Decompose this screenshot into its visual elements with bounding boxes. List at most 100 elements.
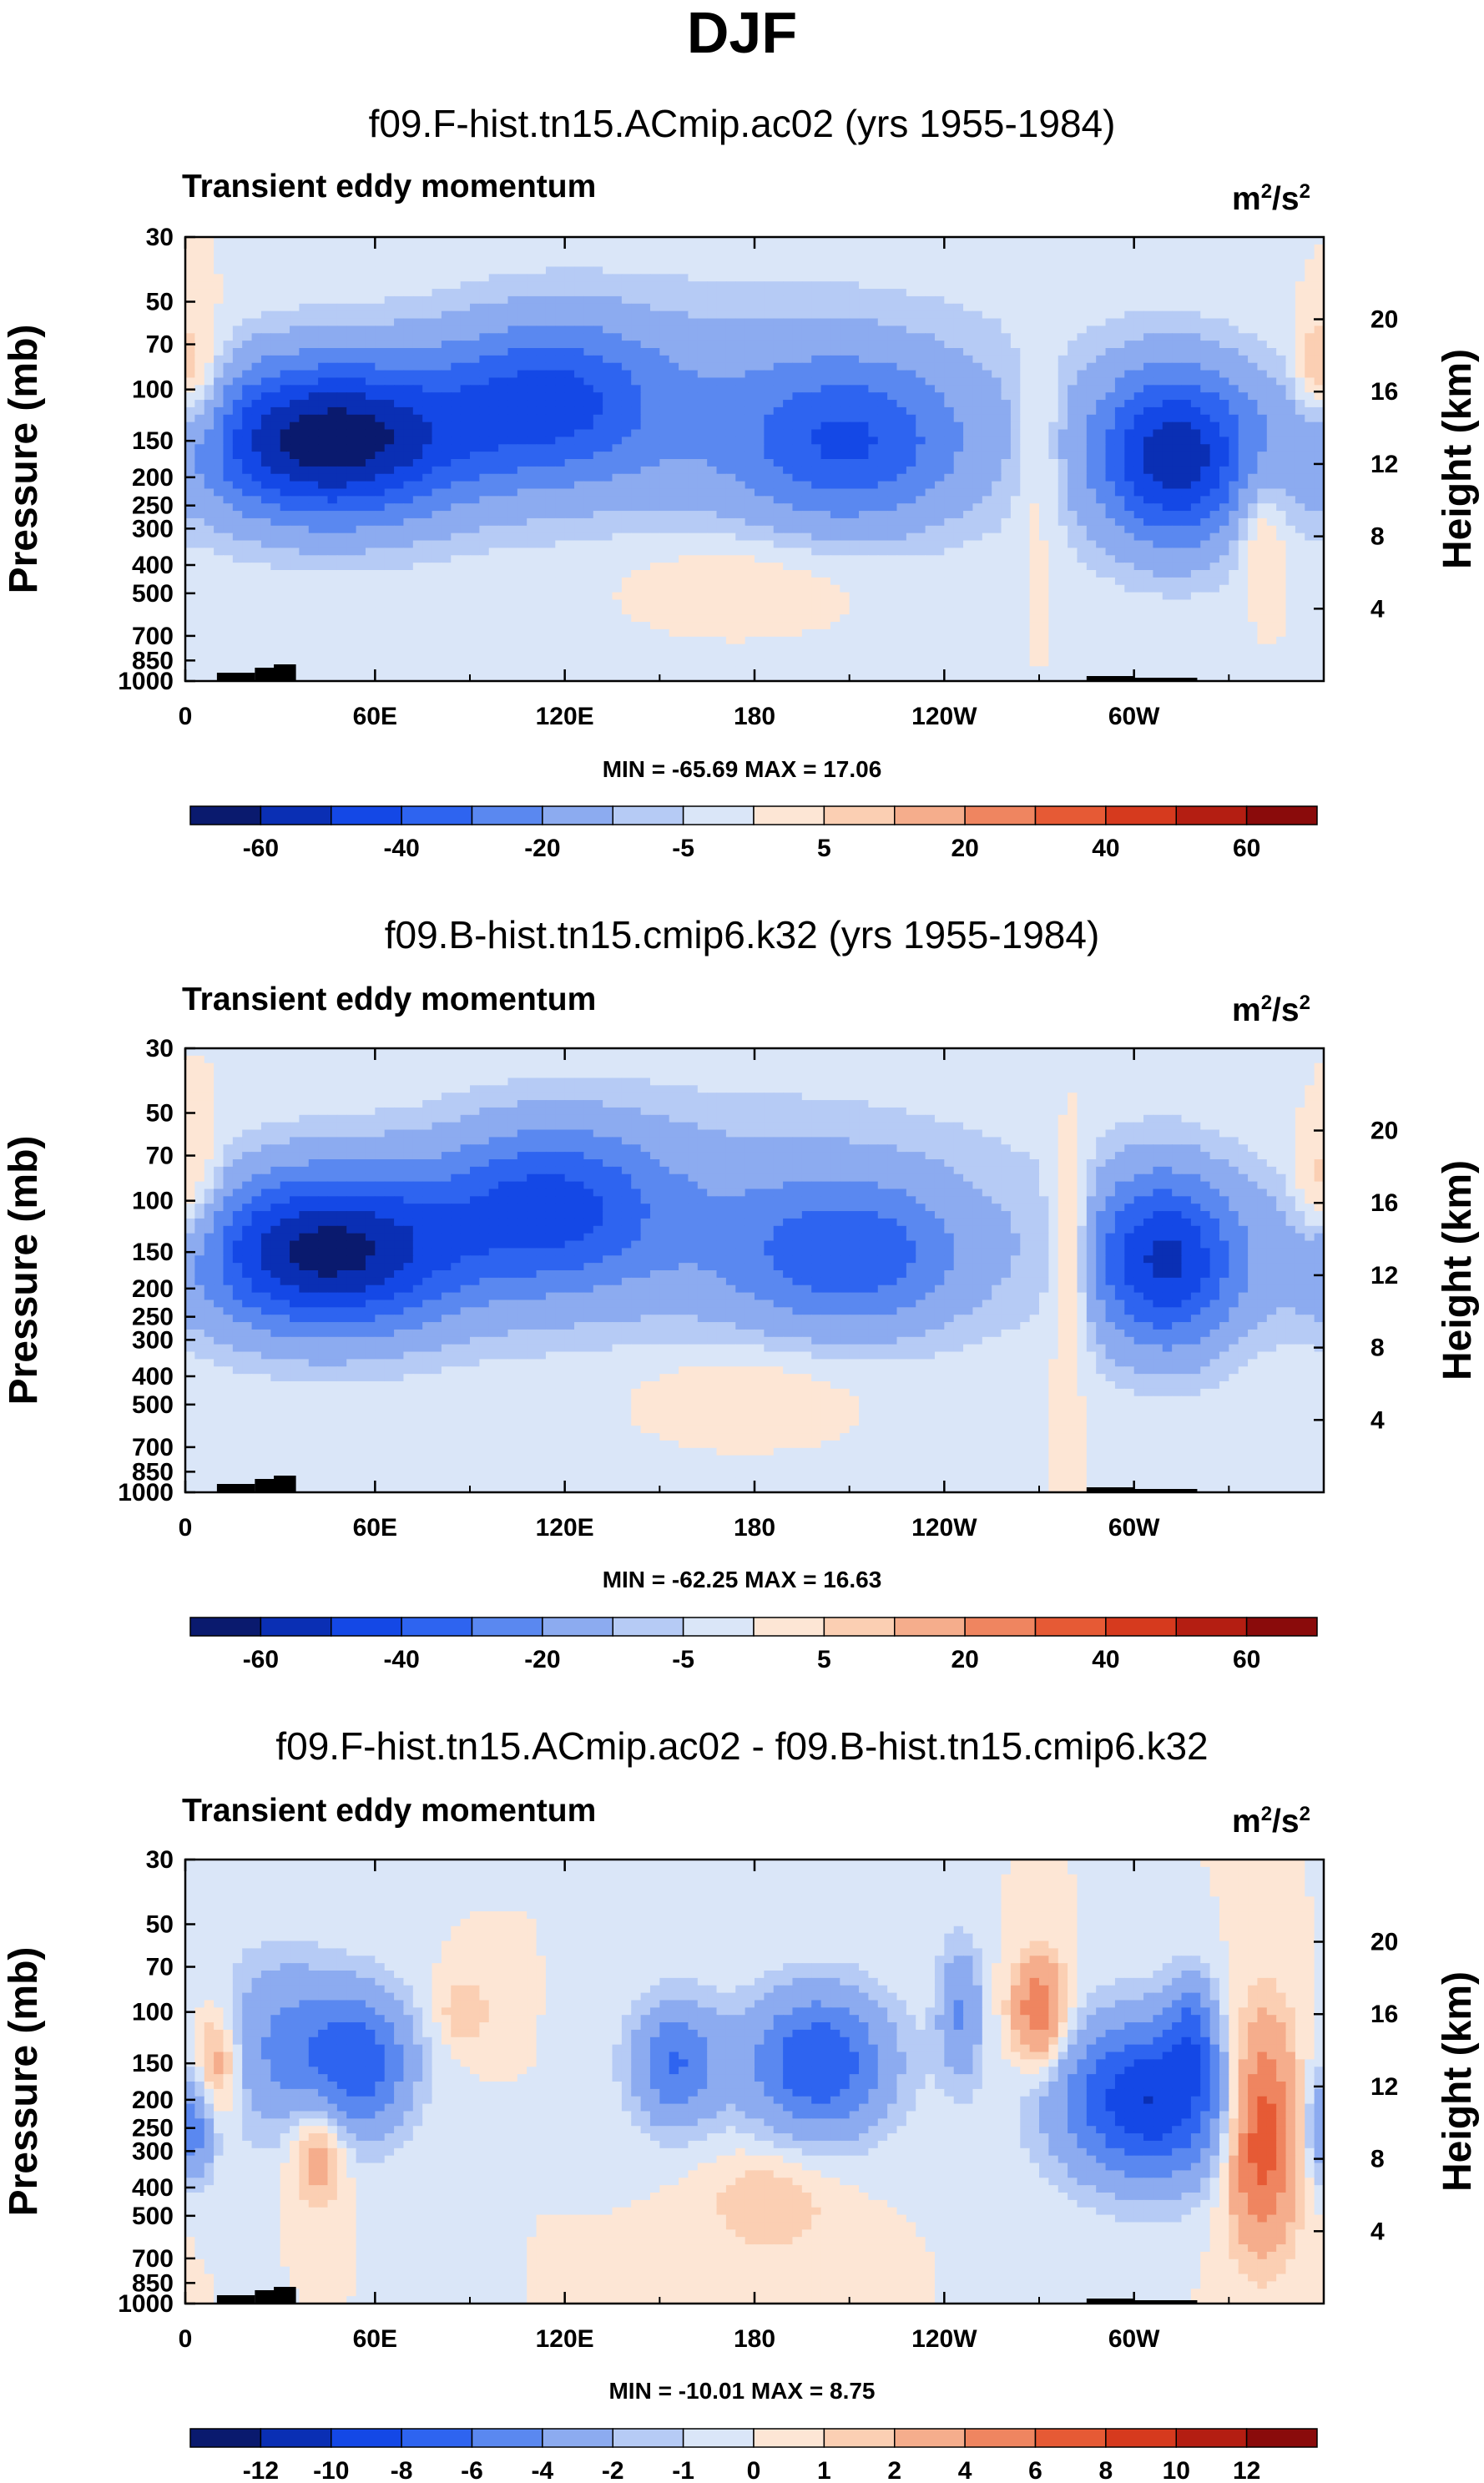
field-cell bbox=[1068, 526, 1078, 533]
field-cell bbox=[489, 363, 499, 371]
field-cell bbox=[1096, 377, 1106, 385]
field-cell bbox=[1077, 385, 1087, 392]
field-cell bbox=[242, 474, 252, 482]
field-cell bbox=[346, 289, 356, 296]
field-cell bbox=[1163, 311, 1173, 319]
field-cell bbox=[622, 274, 632, 281]
field-cell bbox=[631, 371, 641, 378]
field-cell bbox=[565, 371, 575, 378]
field-cell bbox=[537, 304, 547, 311]
field-cell bbox=[1153, 415, 1163, 422]
field-cell bbox=[318, 526, 328, 533]
field-cell bbox=[394, 341, 404, 348]
field-cell bbox=[764, 459, 774, 467]
field-cell bbox=[1134, 467, 1144, 474]
field-cell bbox=[280, 437, 290, 444]
field-cell bbox=[442, 526, 452, 533]
field-cell bbox=[613, 237, 623, 245]
field-cell bbox=[223, 474, 233, 482]
field-cell bbox=[1219, 422, 1229, 430]
field-cell bbox=[868, 245, 878, 252]
field-cell bbox=[698, 311, 708, 319]
field-cell bbox=[261, 363, 271, 371]
field-cell bbox=[583, 377, 593, 385]
field-cell bbox=[1048, 348, 1058, 356]
field-cell bbox=[783, 333, 793, 341]
field-cell bbox=[451, 333, 461, 341]
field-cell bbox=[204, 474, 215, 482]
field-cell bbox=[1295, 311, 1305, 319]
field-cell bbox=[185, 459, 195, 467]
field-cell bbox=[1039, 363, 1049, 371]
field-cell bbox=[698, 252, 708, 260]
field-cell bbox=[992, 526, 1002, 533]
field-cell bbox=[403, 467, 413, 474]
field-cell bbox=[346, 488, 356, 496]
field-cell bbox=[631, 333, 641, 341]
field-cell bbox=[583, 488, 593, 496]
field-cell bbox=[546, 341, 556, 348]
field-cell bbox=[470, 407, 480, 415]
field-cell bbox=[755, 326, 765, 333]
field-cell bbox=[290, 274, 300, 281]
field-cell bbox=[346, 326, 356, 333]
field-cell bbox=[1248, 400, 1258, 407]
field-cell bbox=[451, 467, 461, 474]
field-cell bbox=[432, 356, 442, 363]
field-cell bbox=[906, 260, 916, 267]
field-cell bbox=[783, 452, 793, 459]
field-cell bbox=[897, 452, 907, 459]
field-cell bbox=[366, 377, 376, 385]
field-cell bbox=[792, 237, 802, 245]
field-cell bbox=[1163, 474, 1173, 482]
field-cell bbox=[992, 430, 1002, 437]
field-cell bbox=[878, 252, 888, 260]
field-cell bbox=[280, 488, 290, 496]
field-cell bbox=[1124, 452, 1134, 459]
field-cell bbox=[242, 266, 252, 274]
field-cell bbox=[1039, 444, 1049, 452]
field-cell bbox=[555, 430, 565, 437]
field-cell bbox=[1248, 333, 1258, 341]
field-cell bbox=[1143, 356, 1153, 363]
field-cell bbox=[1219, 533, 1229, 541]
field-cell bbox=[432, 304, 442, 311]
field-cell bbox=[811, 415, 821, 422]
field-cell bbox=[1115, 488, 1125, 496]
field-cell bbox=[546, 326, 556, 333]
field-cell bbox=[735, 444, 745, 452]
field-cell bbox=[792, 415, 802, 422]
field-cell bbox=[613, 459, 623, 467]
field-cell bbox=[1248, 237, 1258, 245]
field-cell bbox=[290, 266, 300, 274]
field-cell bbox=[631, 415, 641, 422]
field-cell bbox=[204, 237, 215, 245]
field-cell bbox=[270, 341, 280, 348]
field-cell bbox=[897, 415, 907, 422]
field-cell bbox=[1172, 422, 1182, 430]
field-cell bbox=[897, 377, 907, 385]
field-cell bbox=[1124, 533, 1134, 541]
field-cell bbox=[517, 356, 527, 363]
field-cell bbox=[1068, 333, 1078, 341]
field-cell bbox=[821, 304, 831, 311]
field-cell bbox=[451, 348, 461, 356]
field-cell bbox=[1239, 400, 1249, 407]
field-cell bbox=[954, 348, 964, 356]
field-cell bbox=[1172, 407, 1182, 415]
field-cell bbox=[707, 348, 717, 356]
field-cell bbox=[442, 281, 452, 289]
field-cell bbox=[593, 503, 603, 511]
field-cell bbox=[669, 422, 679, 430]
field-cell bbox=[366, 341, 376, 348]
field-cell bbox=[537, 333, 547, 341]
field-cell bbox=[1058, 385, 1068, 392]
field-cell bbox=[850, 452, 860, 459]
field-cell bbox=[811, 511, 821, 518]
field-cell bbox=[1248, 488, 1258, 496]
field-cell bbox=[840, 333, 850, 341]
field-cell bbox=[1267, 467, 1277, 474]
field-cell bbox=[1191, 415, 1201, 422]
field-cell bbox=[593, 482, 603, 489]
field-cell bbox=[1239, 260, 1249, 267]
